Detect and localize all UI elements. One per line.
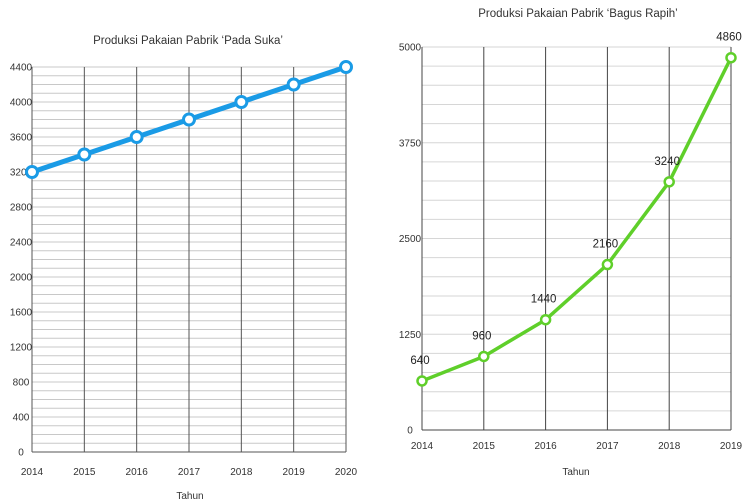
- bagus-rapih-series-line: [420, 55, 733, 383]
- pada-suka-y-tick-label: 1200: [10, 343, 33, 354]
- pada-suka-data-point: [25, 165, 39, 179]
- pada-suka-y-tick-label: 800: [13, 378, 30, 389]
- chart-pada-suka: Produksi Pakaian Pabrik ‘Pada Suka’ 0 400…: [10, 35, 358, 500]
- pada-suka-y-tick-label: 2800: [10, 203, 33, 214]
- pada-suka-y-tick-label: 2000: [10, 273, 33, 284]
- bagus-rapih-x-tick-label: 2018: [658, 441, 681, 452]
- pada-suka-y-tick-label: 3200: [10, 168, 33, 179]
- bagus-rapih-data-label: 1440: [531, 294, 557, 306]
- bagus-rapih-data-label: 2160: [593, 239, 619, 251]
- bagus-rapih-y-tick-label: 5000: [399, 43, 422, 54]
- pada-suka-data-point: [182, 112, 196, 127]
- chart-bagus-rapih-series: [416, 51, 737, 387]
- bagus-rapih-data-point: [478, 350, 490, 363]
- chart-bagus-rapih-ticks: 0 1250 2500 3750 5000 2014 2015 2016 2017 2018 201…: [399, 43, 743, 453]
- bagus-rapih-y-tick-label: 2500: [399, 234, 422, 245]
- bagus-rapih-data-point: [663, 176, 675, 188]
- bagus-rapih-data-point: [416, 375, 428, 387]
- pada-suka-y-tick-label: 1600: [10, 308, 33, 319]
- pada-suka-data-point: [129, 130, 144, 144]
- bagus-rapih-data-point: [601, 258, 614, 271]
- chart-bagus-rapih: Produksi Pakaian Pabrik ‘Bagus Rapih’ 0 1…: [399, 8, 743, 478]
- bagus-rapih-y-tick-label: 1250: [399, 330, 422, 341]
- chart-bagus-rapih-grid: [421, 46, 732, 431]
- chart-pada-suka-grid: [31, 66, 347, 453]
- chart-pada-suka-x-axis-title: Tahun: [176, 491, 203, 500]
- pada-suka-x-tick-label: 2014: [21, 467, 44, 478]
- chart-pada-suka-ticks: 0 400 800 1200 1600 2000 2400 2800 3200 3600 4000 4…: [10, 63, 358, 479]
- bagus-rapih-data-label: 4860: [716, 32, 742, 44]
- bagus-rapih-data-label: 3240: [654, 156, 680, 168]
- pada-suka-data-point: [77, 147, 92, 162]
- chart-pada-suka-title: Produksi Pakaian Pabrik ‘Pada Suka’: [93, 35, 283, 47]
- bagus-rapih-data-point: [539, 313, 552, 326]
- pada-suka-x-tick-label: 2020: [335, 467, 358, 478]
- bagus-rapih-x-tick-label: 2016: [534, 441, 557, 452]
- bagus-rapih-x-tick-label: 2015: [473, 441, 496, 452]
- pada-suka-x-tick-label: 2017: [178, 467, 201, 478]
- bagus-rapih-data-label: 640: [410, 355, 429, 367]
- pada-suka-y-tick-label: 0: [18, 448, 24, 459]
- pada-suka-y-tick-label: 4400: [10, 63, 33, 74]
- pada-suka-data-point: [234, 95, 249, 109]
- chart-bagus-rapih-x-axis-title: Tahun: [562, 467, 589, 478]
- chart-bagus-rapih-title: Produksi Pakaian Pabrik ‘Bagus Rapih’: [478, 8, 677, 20]
- chart-pada-suka-series: [25, 60, 353, 179]
- pada-suka-data-point: [339, 60, 353, 74]
- bagus-rapih-x-tick-label: 2019: [720, 441, 743, 452]
- bagus-rapih-data-point: [725, 51, 737, 64]
- bagus-rapih-x-tick-label: 2017: [596, 441, 619, 452]
- pada-suka-y-tick-label: 3600: [10, 133, 33, 144]
- pada-suka-x-tick-label: 2015: [73, 467, 96, 478]
- pada-suka-y-tick-label: 400: [13, 413, 30, 424]
- bagus-rapih-x-tick-label: 2014: [411, 441, 434, 452]
- pada-suka-data-point: [286, 77, 301, 92]
- bagus-rapih-y-tick-label: 0: [407, 426, 413, 437]
- chart-bagus-rapih-data-labels: 640 960 1440 2160 3240 4860: [410, 32, 741, 367]
- pada-suka-x-tick-label: 2016: [126, 467, 149, 478]
- bagus-rapih-y-tick-label: 3750: [399, 138, 422, 149]
- pada-suka-y-tick-label: 2400: [10, 238, 33, 249]
- pada-suka-y-tick-label: 4000: [10, 98, 33, 109]
- pada-suka-x-tick-label: 2018: [230, 467, 253, 478]
- bagus-rapih-data-label: 960: [472, 330, 491, 342]
- pada-suka-x-tick-label: 2019: [283, 467, 306, 478]
